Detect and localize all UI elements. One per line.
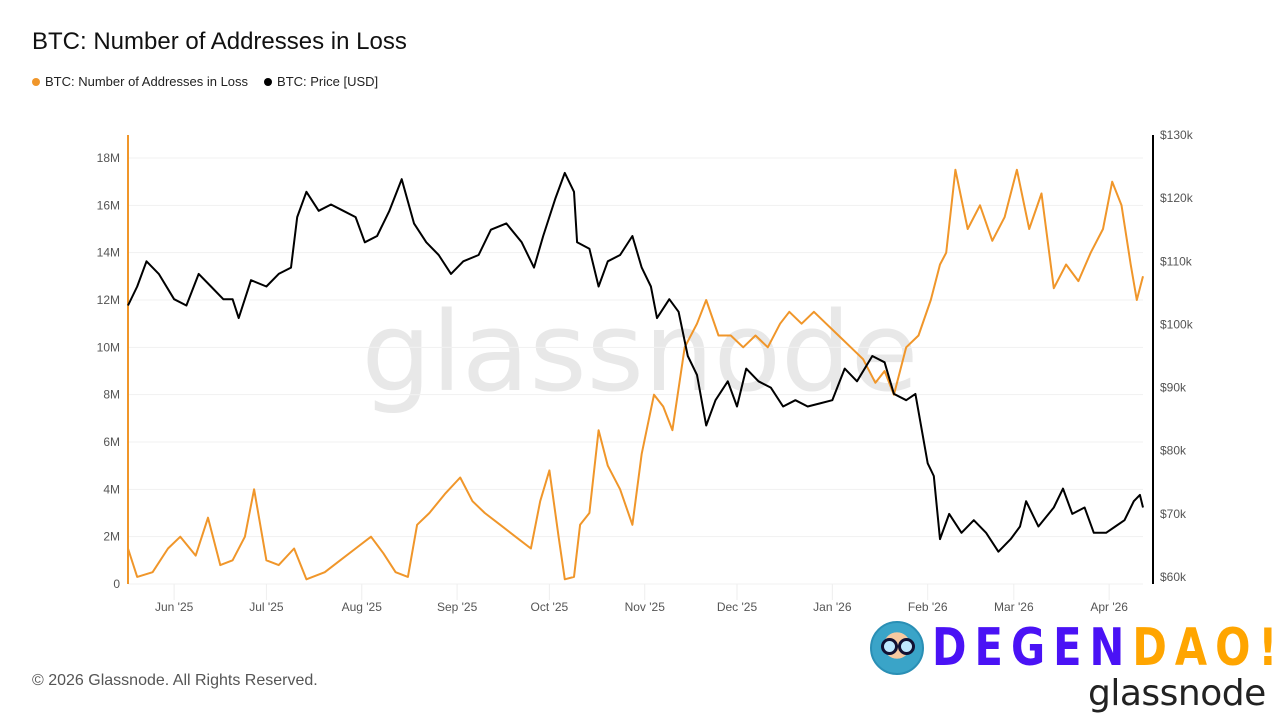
y-left-tick-label: 4M <box>103 482 120 496</box>
watermark: glassnode <box>362 288 919 416</box>
y-right-tick-label: $80k <box>1160 444 1187 458</box>
y-right-tick-label: $100k <box>1160 317 1194 331</box>
x-tick-label: Aug '25 <box>342 600 383 614</box>
chart-title: BTC: Number of Addresses in Loss <box>32 28 407 55</box>
x-tick-label: Nov '25 <box>625 600 666 614</box>
y-right-tick-label: $120k <box>1160 191 1194 205</box>
x-tick-label: Feb '26 <box>908 600 948 614</box>
series-line-price <box>127 171 1144 553</box>
legend-label: BTC: Number of Addresses in Loss <box>45 74 249 89</box>
y-right-tick-label: $70k <box>1160 507 1187 521</box>
y-right-tick-label: $130k <box>1160 128 1194 142</box>
degen-text: DEGEN <box>932 618 1133 678</box>
y-left-tick-label: 12M <box>97 293 120 307</box>
y-left-tick-label: 6M <box>103 435 120 449</box>
x-tick-label: Dec '25 <box>717 600 758 614</box>
y-right-tick-label: $110k <box>1160 254 1193 268</box>
y-right-tick-label: $60k <box>1160 570 1187 584</box>
degendao-logo: DEGENDAO! <box>870 621 1280 675</box>
glassnode-logo: glassnode <box>1088 673 1266 714</box>
x-tick-label: Oct '25 <box>531 600 569 614</box>
y-left-tick-label: 18M <box>97 151 120 165</box>
x-tick-label: Jun '25 <box>155 600 194 614</box>
y-left-tick-label: 16M <box>97 198 120 212</box>
x-tick-label: Mar '26 <box>994 600 1034 614</box>
x-tick-label: Jul '25 <box>249 600 284 614</box>
y-left-tick-label: 10M <box>97 340 120 354</box>
legend: BTC: Number of Addresses in Loss BTC: Pr… <box>32 74 378 89</box>
legend-label: BTC: Price [USD] <box>277 74 379 89</box>
y-left-tick-label: 2M <box>103 530 120 544</box>
avatar <box>870 621 924 675</box>
dao-text: DAO! <box>1132 618 1280 678</box>
y-left-tick-label: 14M <box>97 246 120 260</box>
series-line-addresses-in-loss <box>127 168 1144 581</box>
legend-item-price[interactable]: BTC: Price [USD] <box>264 74 378 89</box>
legend-item-addresses[interactable]: BTC: Number of Addresses in Loss <box>32 74 248 89</box>
x-tick-label: Sep '25 <box>437 600 478 614</box>
y-left-tick-label: 0 <box>113 577 120 591</box>
y-right-tick-label: $90k <box>1160 381 1187 395</box>
legend-dot <box>32 77 40 86</box>
x-tick-label: Jan '26 <box>813 600 852 614</box>
x-tick-label: Apr '26 <box>1090 600 1128 614</box>
copyright: © 2026 Glassnode. All Rights Reserved. <box>32 672 318 689</box>
y-left-tick-label: 8M <box>103 388 120 402</box>
legend-dot <box>264 77 273 86</box>
